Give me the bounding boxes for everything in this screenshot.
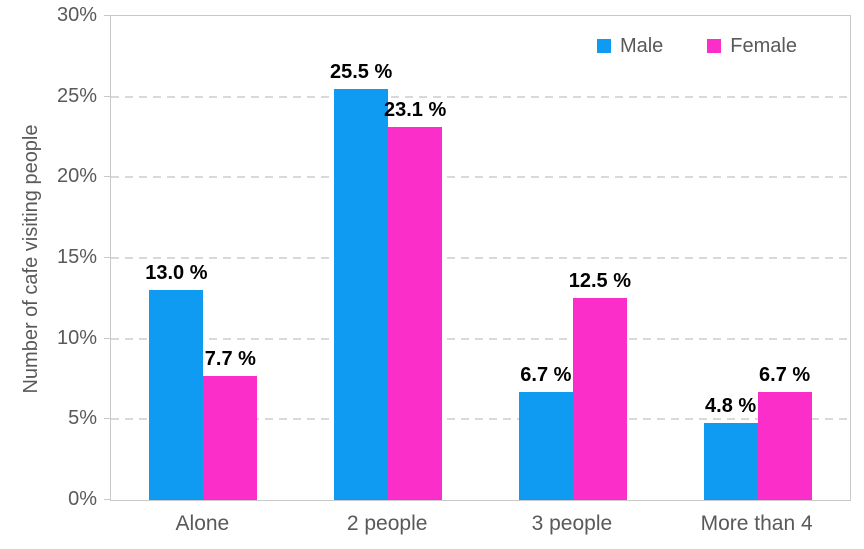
data-label-male-more-than-4: 4.8 % bbox=[705, 394, 757, 417]
y-tick-mark-10 bbox=[104, 337, 110, 339]
legend-item-female: Female bbox=[707, 35, 797, 57]
data-label-female-3-people: 12.5 % bbox=[568, 270, 632, 293]
bar-female-2-people bbox=[388, 127, 443, 500]
y-tick-label-10: 10% bbox=[56, 326, 97, 349]
bar-female-more-than-4 bbox=[757, 391, 812, 500]
y-tick-mark-25 bbox=[104, 95, 110, 97]
legend: Male Female bbox=[596, 35, 797, 57]
legend-label-female: Female bbox=[730, 35, 797, 57]
male-series-swatch bbox=[596, 39, 611, 53]
bar-male-3-people bbox=[518, 391, 573, 500]
x-category-label-2-people: 2 people bbox=[346, 512, 428, 535]
bar-male-more-than-4 bbox=[703, 422, 758, 500]
y-tick-label-25: 25% bbox=[56, 84, 97, 107]
legend-label-male: Male bbox=[619, 35, 664, 57]
y-tick-label-20: 20% bbox=[56, 165, 97, 188]
x-category-label-3-people: 3 people bbox=[531, 512, 613, 535]
y-tick-mark-15 bbox=[104, 257, 110, 258]
gridline-15pct bbox=[111, 257, 850, 259]
y-tick-mark-5 bbox=[104, 418, 110, 420]
y-tick-label-5: 5% bbox=[68, 407, 97, 430]
gridline-20pct bbox=[111, 176, 850, 179]
female-series-swatch bbox=[707, 39, 722, 53]
data-label-female-2-people: 23.1 % bbox=[383, 99, 447, 122]
plot-area: Male Female 13.0 % 7.7 % 25.5 % 23.1 % 6.7 %… bbox=[110, 15, 851, 501]
y-tick-label-30: 30% bbox=[56, 4, 97, 26]
y-tick-label-15: 15% bbox=[56, 246, 97, 268]
data-label-male-2-people: 25.5 % bbox=[329, 60, 393, 83]
y-tick-label-0: 0% bbox=[68, 488, 97, 510]
data-label-female-alone: 7.7 % bbox=[204, 347, 256, 370]
bar-female-3-people bbox=[572, 298, 627, 500]
data-label-female-more-than-4: 6.7 % bbox=[759, 363, 811, 386]
data-label-male-3-people: 6.7 % bbox=[520, 363, 572, 386]
gridline-25pct bbox=[111, 95, 850, 98]
y-tick-mark-0 bbox=[104, 499, 110, 500]
bar-male-2-people bbox=[334, 88, 389, 500]
bar-female-alone bbox=[203, 375, 258, 500]
x-category-label-alone: Alone bbox=[175, 512, 230, 535]
y-tick-mark-20 bbox=[104, 176, 110, 178]
gridline-10pct bbox=[111, 337, 850, 340]
bar-male-alone bbox=[149, 290, 204, 500]
data-label-male-alone: 13.0 % bbox=[145, 262, 208, 285]
legend-item-male: Male bbox=[596, 35, 664, 57]
y-tick-mark-30 bbox=[104, 15, 110, 16]
x-category-label-more-than-4: More than 4 bbox=[700, 512, 813, 535]
